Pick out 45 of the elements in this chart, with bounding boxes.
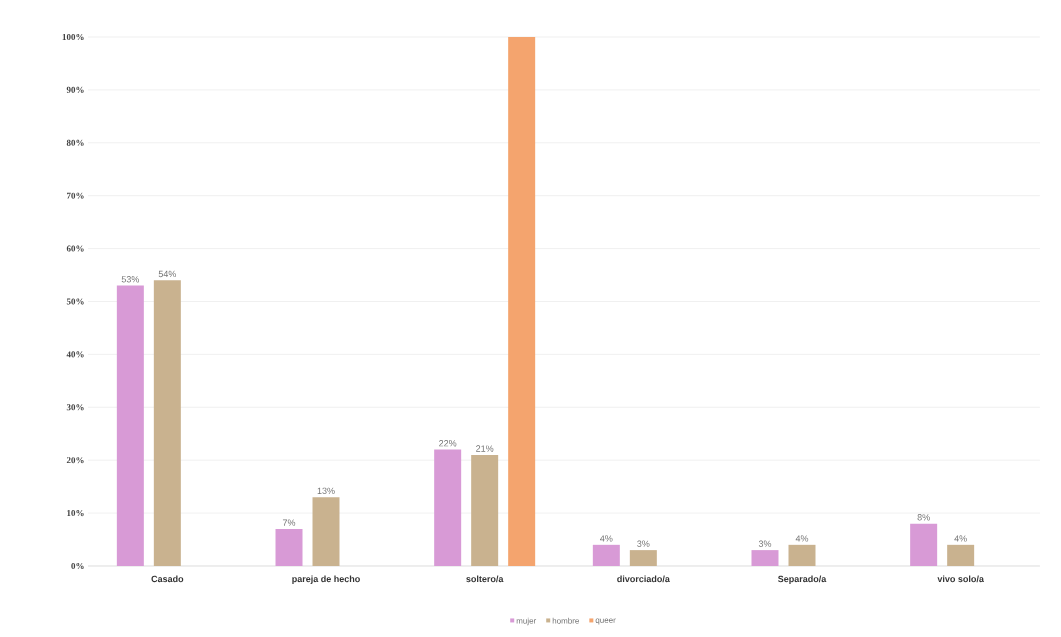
legend-label: hombre [552, 617, 579, 624]
y-tick-label: 90% [66, 86, 84, 93]
y-tick-label: 60% [66, 245, 84, 252]
data-label: 3% [758, 540, 772, 547]
data-label: 21% [476, 445, 494, 452]
data-label: 8% [917, 514, 930, 521]
data-label: 54% [158, 270, 177, 278]
x-tick-label: pareja de hecho [292, 575, 360, 584]
bar [116, 285, 144, 566]
data-label: 4% [795, 535, 809, 542]
x-tick-label: divorciado/a [617, 575, 670, 583]
y-tick-label: 50% [66, 298, 84, 305]
data-label: 7% [282, 519, 296, 526]
data-label: 4% [600, 535, 613, 542]
y-tick-label: 10% [67, 510, 84, 517]
data-label: 22% [439, 440, 457, 447]
data-label: 3% [637, 540, 650, 547]
bar [629, 550, 657, 566]
x-tick-label: Casado [151, 575, 184, 583]
data-label: 53% [121, 276, 140, 283]
legend-label: queer [595, 618, 616, 625]
bar [947, 544, 975, 566]
x-tick-label: soltero/a [466, 575, 504, 583]
legend-label: mujer [516, 617, 537, 626]
bar [312, 497, 340, 566]
x-tick-label: vivo solo/a [937, 575, 984, 583]
bar [751, 550, 779, 566]
y-tick-label: 20% [66, 457, 84, 464]
y-tick-label: 0% [71, 562, 84, 570]
bar [275, 528, 303, 566]
bar [592, 544, 620, 566]
x-tick-label: Separado/a [778, 575, 827, 584]
bar [153, 280, 181, 566]
y-tick-label: 40% [66, 351, 84, 358]
bar [471, 454, 499, 566]
y-tick-label: 70% [66, 192, 84, 199]
bar [788, 544, 816, 566]
bar [508, 36, 536, 566]
y-tick-label: 80% [66, 139, 84, 146]
bar [434, 449, 462, 566]
y-tick-label: 30% [66, 404, 84, 411]
data-label: 4% [954, 535, 967, 542]
data-label: 13% [317, 487, 335, 495]
bar [910, 523, 938, 566]
y-tick-label: 100% [62, 33, 84, 41]
